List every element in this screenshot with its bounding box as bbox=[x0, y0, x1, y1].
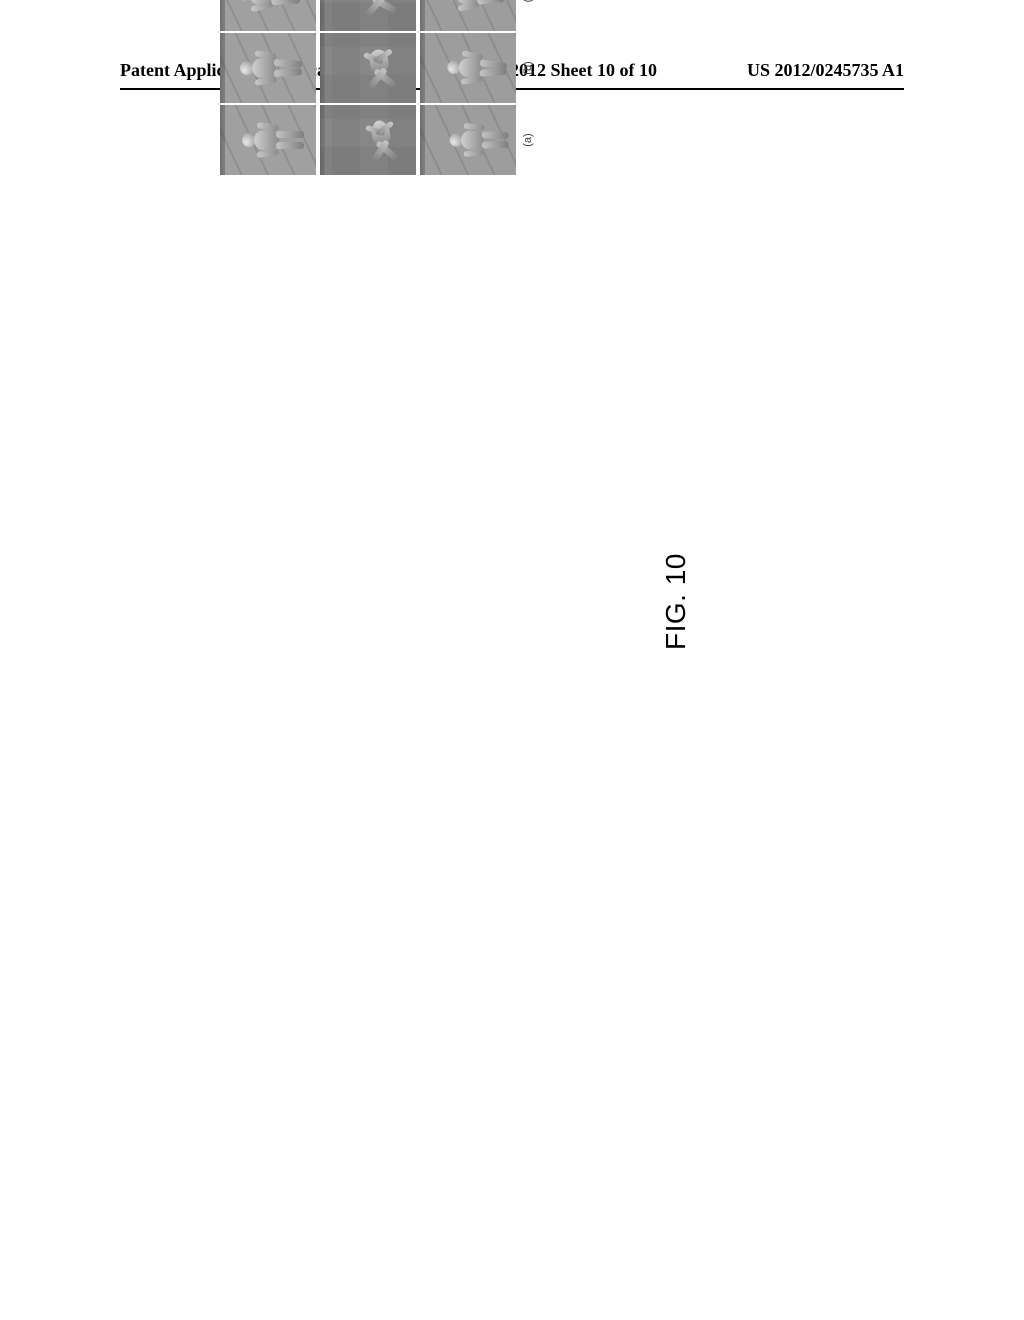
column-label: (c) bbox=[522, 0, 534, 31]
figure-cell bbox=[420, 33, 516, 103]
figure-10-grid: (a)(b)(c)(d)(e)(f)(g) bbox=[220, 0, 534, 175]
figure-cell bbox=[320, 0, 416, 31]
figure-cell bbox=[220, 105, 316, 175]
figure-number: FIG. 10 bbox=[660, 553, 692, 650]
humanoid-figure bbox=[450, 118, 511, 162]
figure-row bbox=[220, 0, 316, 175]
header-right-text: US 2012/0245735 A1 bbox=[747, 60, 904, 81]
column-label: (a) bbox=[522, 105, 534, 175]
figure-cell bbox=[420, 105, 516, 175]
column-label: (b) bbox=[522, 33, 534, 103]
figure-row bbox=[320, 0, 416, 175]
humanoid-figure bbox=[240, 45, 304, 91]
humanoid-figure bbox=[447, 45, 510, 91]
figure-cell bbox=[420, 0, 516, 31]
humanoid-figure bbox=[355, 36, 405, 100]
humanoid-figure bbox=[242, 117, 306, 163]
column-labels-row: (a)(b)(c)(d)(e)(f)(g) bbox=[522, 0, 534, 175]
figure-row bbox=[420, 0, 516, 175]
figure-cell bbox=[220, 33, 316, 103]
figure-cell bbox=[320, 33, 416, 103]
figure-cell bbox=[320, 105, 416, 175]
figure-cell bbox=[220, 0, 316, 31]
